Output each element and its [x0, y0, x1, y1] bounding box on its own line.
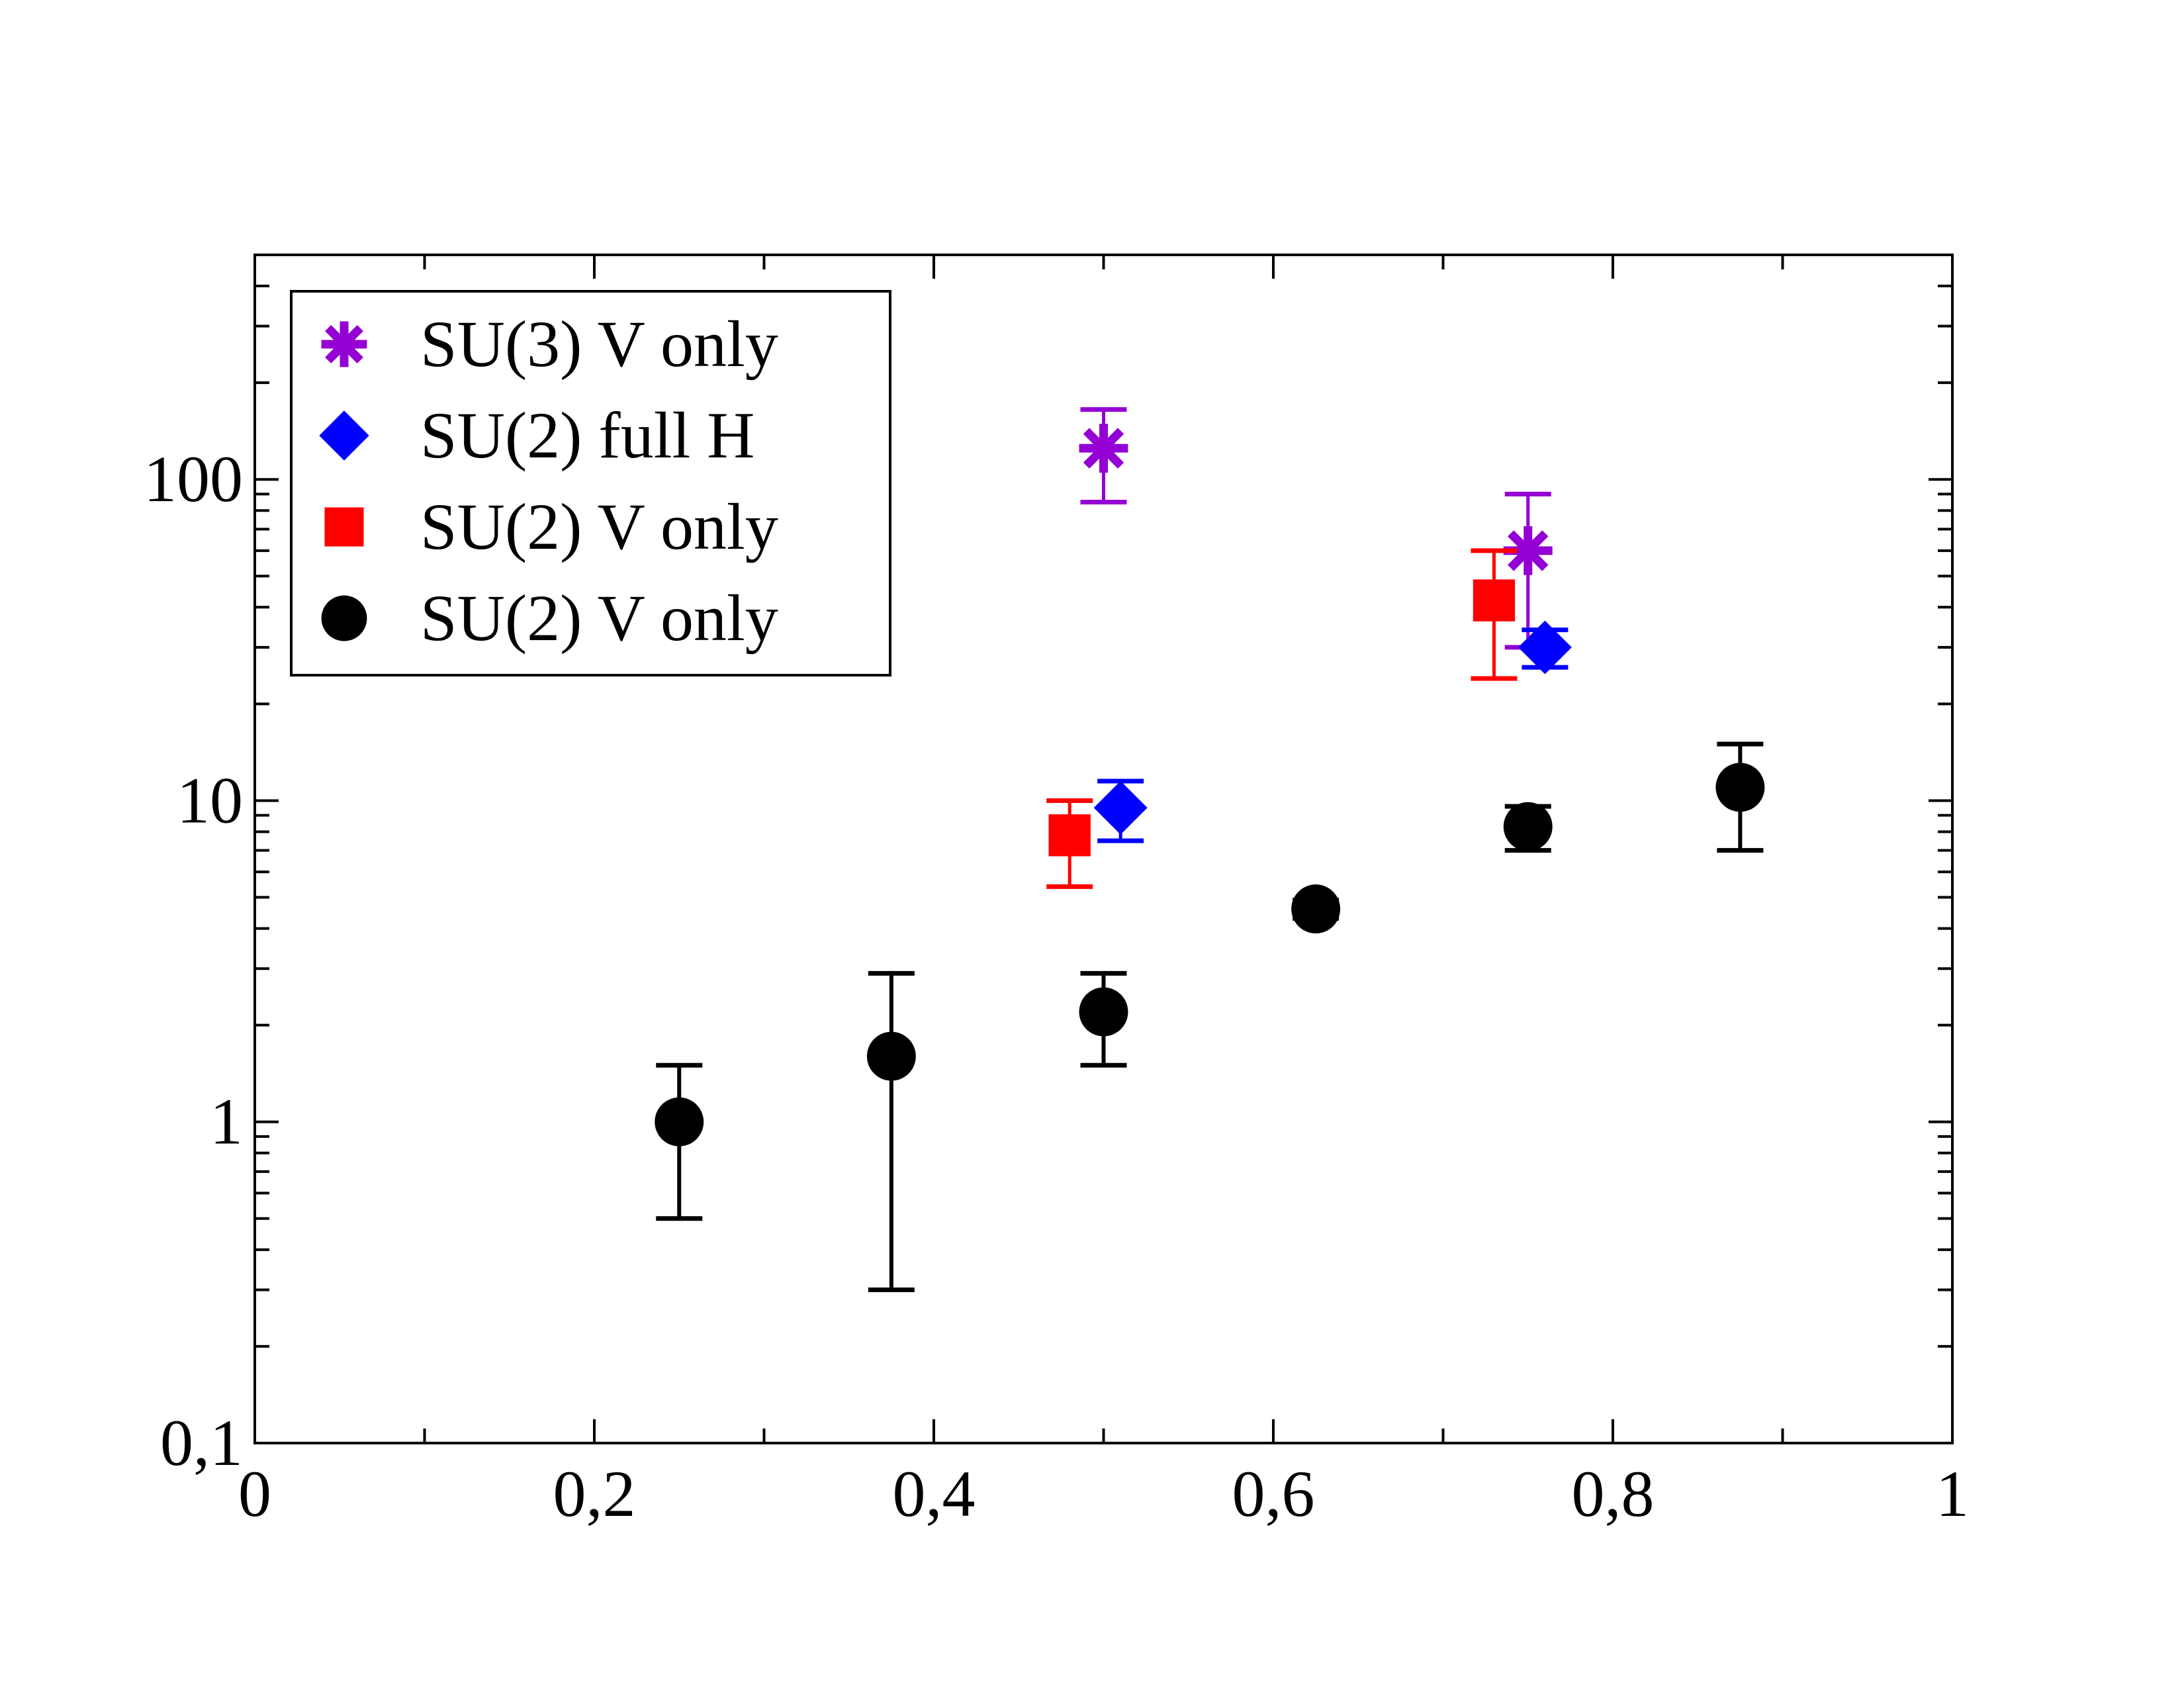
data-point — [1048, 814, 1091, 857]
legend: SU(3) V only SU(2) full H SU(2) V only SU(2… — [290, 290, 891, 677]
x-tick-label: 0 — [238, 1457, 271, 1530]
legend-marker — [324, 507, 364, 547]
plot-frame — [253, 254, 1954, 1444]
data-layer — [655, 407, 1765, 1292]
y-tick-label: 100 — [144, 442, 243, 516]
legend-item: SU(2) full H — [319, 399, 755, 472]
series-diamond — [1093, 620, 1572, 843]
legend-item: SU(3) V only — [321, 307, 778, 381]
x-tick-label: 0,8 — [1572, 1457, 1655, 1530]
legend-marker — [321, 321, 367, 367]
legend-label: SU(2) V only — [420, 581, 778, 655]
legend-label: SU(3) V only — [420, 307, 778, 381]
legend-item: SU(2) V only — [324, 490, 778, 563]
legend-item: SU(2) V only — [321, 581, 778, 655]
legend-marker — [319, 410, 369, 461]
legend-label: SU(2) full H — [420, 399, 755, 472]
data-point — [1503, 526, 1553, 575]
axes-layer: 0 0,2 0,4 0,6 0,8 1 0,1 1 10 100 — [144, 255, 1969, 1530]
x-tick-label: 1 — [1936, 1457, 1969, 1530]
legend-box — [290, 290, 891, 677]
legend-marker — [321, 595, 367, 641]
y-tick-label: 1 — [210, 1085, 243, 1158]
legend-label: SU(2) V only — [420, 490, 778, 563]
data-point — [655, 1097, 704, 1147]
data-point — [1291, 884, 1341, 934]
data-point — [1518, 620, 1572, 675]
y-tick-label: 10 — [177, 763, 243, 837]
data-point — [1079, 987, 1128, 1037]
data-point — [1715, 763, 1765, 812]
data-point — [1079, 424, 1128, 473]
data-point — [1503, 802, 1553, 851]
data-point — [1093, 780, 1148, 835]
data-point — [1473, 579, 1516, 622]
x-tick-label: 0,6 — [1232, 1457, 1315, 1530]
x-tick-label: 0,2 — [553, 1457, 636, 1530]
series-circle — [655, 741, 1765, 1292]
series-asterisk — [1079, 407, 1553, 650]
y-tick-label: 0,1 — [160, 1406, 243, 1479]
x-tick-label: 0,4 — [893, 1457, 976, 1530]
series-square — [1046, 548, 1518, 889]
data-point — [866, 1031, 916, 1081]
